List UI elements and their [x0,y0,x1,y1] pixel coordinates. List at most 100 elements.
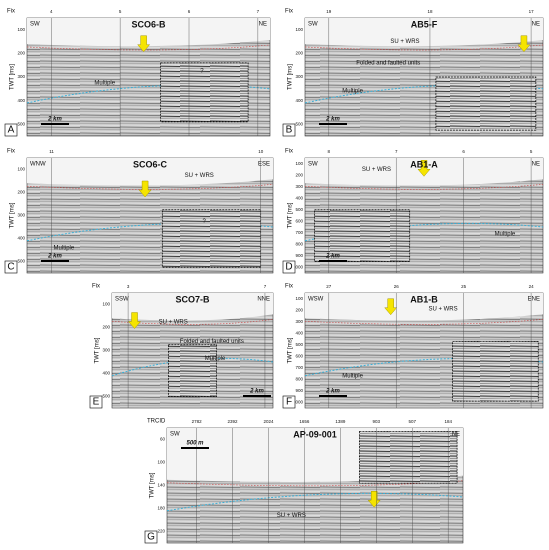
fix-tick-label: 5 [119,9,122,14]
fix-label: Fix [285,284,293,290]
y-tick-label: 700 [295,365,303,370]
y-tick-label: 600 [295,218,303,223]
inset [359,431,458,484]
y-tick-label: 220 [157,529,165,534]
fix-label: Fix [7,9,15,15]
direction-right: ESE [258,162,270,168]
fix-tick-label: 24 [529,284,535,289]
water-column [112,293,273,321]
y-tick-label: 500 [17,121,25,126]
y-tick-label: 300 [295,184,303,189]
y-tick-label: 800 [295,241,303,246]
multiple-horizon [304,84,544,104]
y-tick-label: 300 [295,74,303,79]
panel-title: SCO6-C [133,159,168,169]
fix-tick-label: 7 [264,284,267,289]
direction-right: NE [532,22,540,28]
inset [168,344,218,397]
water-column [305,293,543,321]
y-tick-label: 200 [17,190,25,195]
scale-label: 2 km [47,254,62,260]
y-tick-label: 500 [295,207,303,212]
scale-label: 2 km [325,117,340,123]
y-tick-label: 500 [295,342,303,347]
axis-label: TWT [ms] [288,337,294,363]
letter-box [282,395,296,409]
y-tick-label: 180 [157,506,165,511]
direction-left: WSW [308,297,324,303]
annotation: Multiple [495,231,516,237]
yellow-arrow [367,491,381,508]
annotation: SU + WRS [159,319,188,325]
fix-tick-label: 1656 [299,419,310,424]
y-tick-label: 400 [102,371,110,376]
fix-tick-label: 2392 [228,419,239,424]
y-tick-label: 400 [295,330,303,335]
annotation: SU + WRS [277,513,306,519]
panel-title: AB5-F [411,19,438,29]
fix-tick-label: 507 [408,419,416,424]
yellow-arrow [138,180,152,198]
direction-left: SW [170,432,180,438]
annotation: Multiple [94,80,115,86]
su-wrs-horizon [26,184,274,190]
su-wrs-horizon [304,44,544,51]
y-tick-label: 100 [17,167,25,172]
y-tick-label: 100 [17,27,25,32]
scale-label: 2 km [249,389,264,395]
axis-label: TWT [ms] [288,64,294,90]
direction-left: SW [308,22,318,28]
fix-label: Fix [285,9,293,15]
inset [435,76,537,131]
panel-letter: F [286,397,292,408]
panel-letter: C [7,262,14,273]
panel-title: SCO7-B [175,294,210,304]
annotation: Multiple [342,373,363,379]
y-tick-label: 200 [295,307,303,312]
fix-tick-label: 1389 [335,419,346,424]
axis-label: TWT [ms] [150,472,156,498]
axis-label: TWT [ms] [10,64,16,90]
letter-box [282,123,296,137]
panel-letter: D [285,262,292,273]
fix-tick-label: 184 [444,419,452,424]
fix-tick-label: 2782 [192,419,203,424]
y-tick-label: 400 [17,236,25,241]
fix-tick-label: 6 [188,9,191,14]
annotation: Multiple [54,245,75,251]
water-column [27,18,270,47]
fix-tick-label: 3 [127,284,130,289]
annotation: ? [200,69,204,75]
y-tick-label: 140 [157,483,165,488]
water-column [27,158,273,186]
fix-tick-label: 18 [427,9,433,14]
panel-title: AB1-B [410,294,438,304]
fix-tick-label: 903 [373,419,381,424]
y-tick-label: 800 [295,376,303,381]
y-tick-label: 60 [160,437,166,442]
su-wrs-horizon [304,319,544,325]
letter-box [89,395,103,409]
y-tick-label: 600 [295,353,303,358]
direction-right: ENE [528,297,540,303]
direction-left: SW [308,162,318,168]
yellow-arrow [417,160,431,177]
y-tick-label: 500 [102,394,110,399]
panel-letter: E [93,397,100,408]
y-tick-label: 900 [295,253,303,258]
multiple-horizon [304,357,544,377]
inset [452,340,539,402]
direction-right: NNE [257,297,270,303]
fix-tick-label: 17 [529,9,535,14]
y-tick-label: 900 [295,388,303,393]
water-column [305,18,543,47]
yellow-arrow [127,312,142,329]
y-tick-label: 400 [295,98,303,103]
scale-label: 500 m [186,441,204,447]
multiple-horizon [166,492,464,512]
fix-tick-label: 6 [462,149,465,154]
inset [314,209,411,262]
letter-box [282,260,296,274]
fix-tick-label: 7 [257,9,260,14]
panel-title: SCO6-B [131,19,166,29]
